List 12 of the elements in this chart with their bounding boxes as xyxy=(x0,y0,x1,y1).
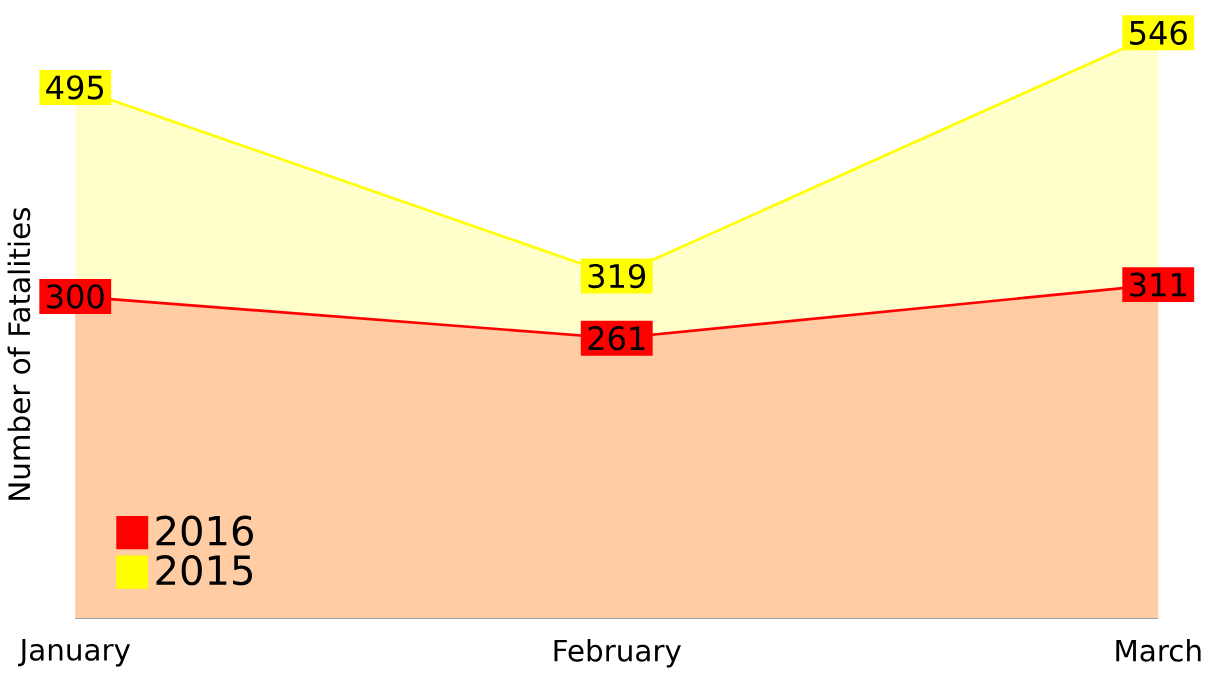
data-label: 546 xyxy=(1130,20,1187,45)
data-label: 495 xyxy=(46,75,104,100)
data-label: 261 xyxy=(588,326,645,351)
data-label: 319 xyxy=(588,263,646,289)
y-axis-title: Number of Fatalities xyxy=(7,207,31,500)
data-label: 300 xyxy=(47,284,104,309)
data-label: 311 xyxy=(1130,272,1186,297)
x-tick-label: February xyxy=(554,638,681,668)
x-tick-label: January xyxy=(18,639,131,667)
legend-label: 2015 xyxy=(156,555,252,586)
legend-label: 2016 xyxy=(156,515,253,546)
x-tick-label: March xyxy=(1116,638,1201,662)
